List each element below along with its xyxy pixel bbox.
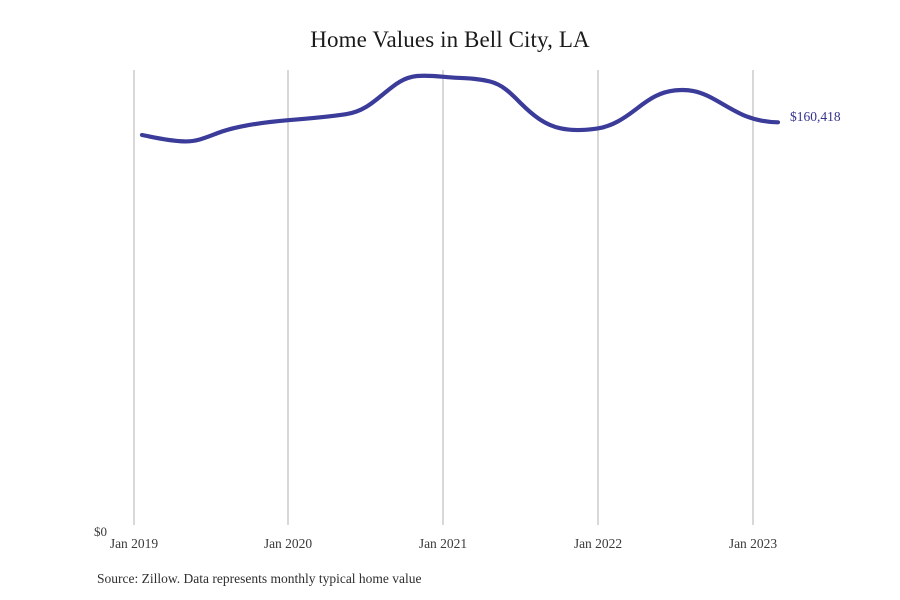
chart-title: Home Values in Bell City, LA	[310, 27, 590, 52]
gridlines	[133, 70, 754, 525]
x-tick-label-jan-2019: Jan 2019	[109, 536, 159, 551]
source-note: Source: Zillow. Data represents monthly …	[97, 571, 422, 586]
x-tick-label-jan-2021: Jan 2021	[418, 536, 468, 551]
x-tick-label-jan-2022: Jan 2022	[573, 536, 623, 551]
x-tick-label-jan-2023: Jan 2023	[728, 536, 778, 551]
end-value-annotation: $160,418	[790, 109, 841, 124]
home-value-line-series	[139, 73, 781, 144]
x-tick-label-jan-2020: Jan 2020	[263, 536, 313, 551]
y-axis-zero-label: $0	[94, 524, 107, 539]
